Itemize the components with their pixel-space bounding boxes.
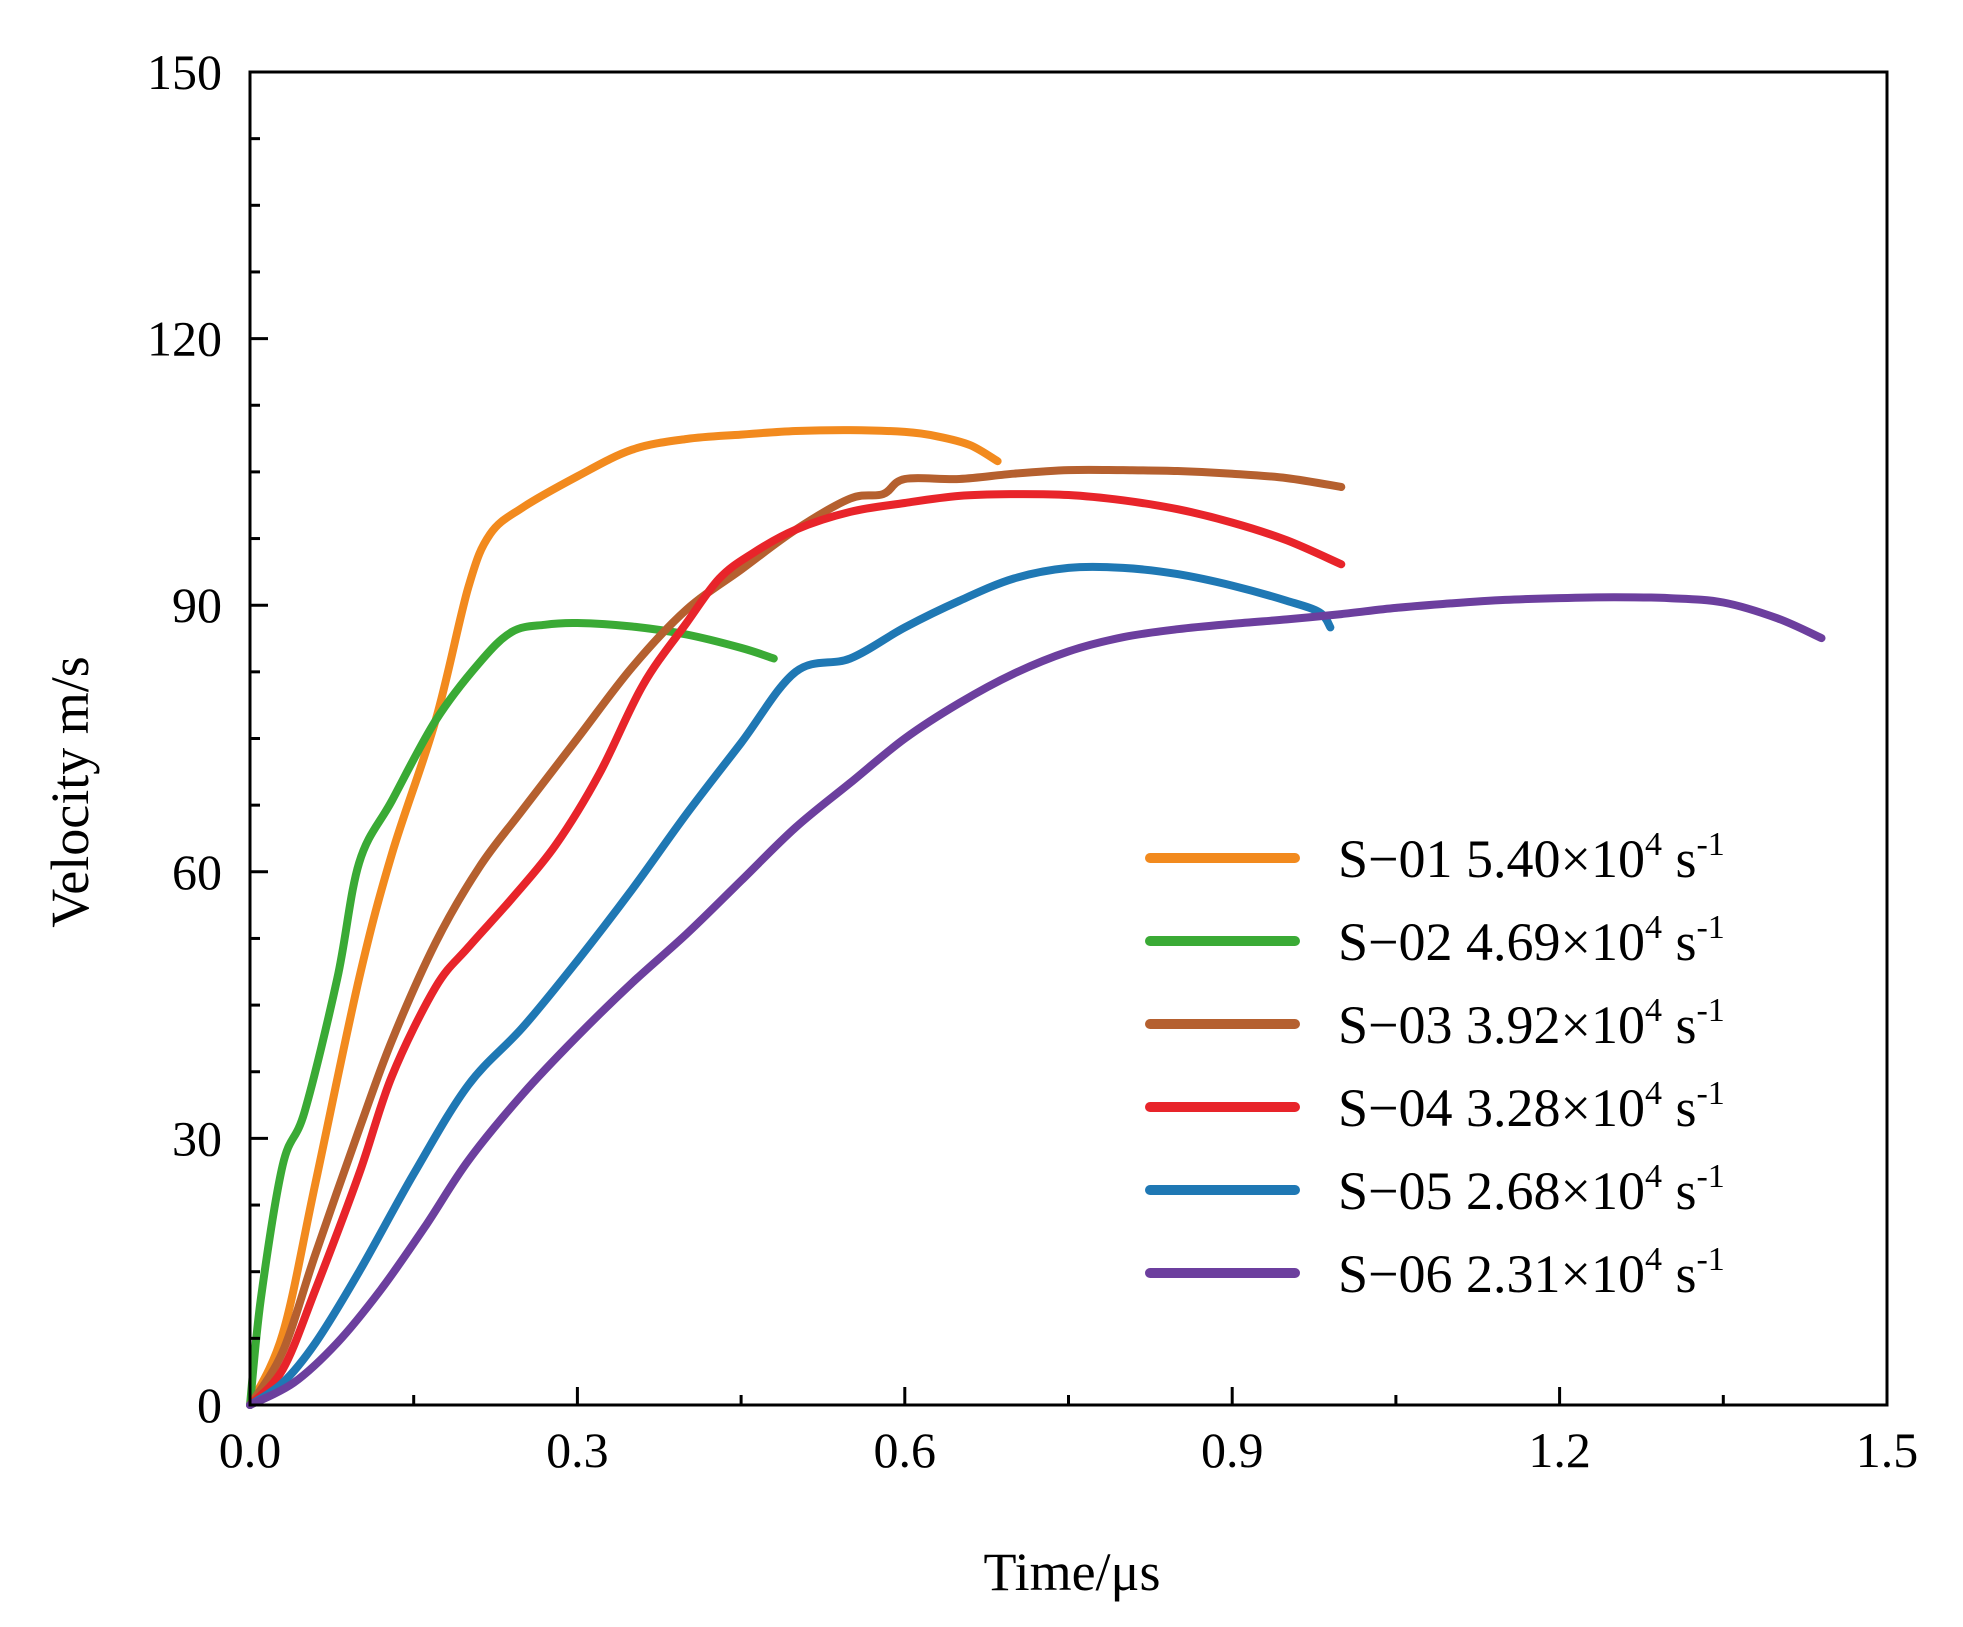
legend-item-3: S−03 3.92×104 s-1 — [1145, 992, 1725, 1055]
x-tick-label: 0.6 — [874, 1422, 937, 1478]
legend-label: S−02 4.69×104 s-1 — [1338, 909, 1725, 972]
x-tick-labels: 0.0 0.3 0.6 0.9 1.2 1.5 — [219, 1422, 1919, 1478]
x-tick-label: 1.5 — [1856, 1422, 1919, 1478]
y-tick-label: 30 — [172, 1110, 222, 1166]
legend-label: S−05 2.68×104 s-1 — [1338, 1158, 1725, 1221]
y-tick-label: 60 — [172, 844, 222, 900]
plot-lines — [246, 426, 1826, 1409]
legend-label: S−03 3.92×104 s-1 — [1338, 992, 1725, 1055]
legend-item-1: S−01 5.40×104 s-1 — [1145, 826, 1725, 889]
series-line-2 — [246, 618, 778, 1409]
series-line-6 — [246, 593, 1826, 1409]
legend: S−01 5.40×104 s-1 S−02 4.69×104 s-1 S−03 3… — [1145, 826, 1725, 1304]
legend-item-2: S−02 4.69×104 s-1 — [1145, 909, 1725, 972]
series-line-1 — [246, 426, 1002, 1409]
x-axis-title: Time/μs — [983, 1542, 1160, 1602]
legend-item-6: S−06 2.31×104 s-1 — [1145, 1241, 1725, 1304]
series-line-5 — [246, 562, 1335, 1409]
legend-item-5: S−05 2.68×104 s-1 — [1145, 1158, 1725, 1221]
x-tick-label: 0.0 — [219, 1422, 282, 1478]
y-tick-labels: 0 30 60 90 120 150 — [147, 44, 222, 1433]
x-tick-label: 0.3 — [546, 1422, 609, 1478]
series-line-4 — [246, 490, 1346, 1409]
legend-label: S−06 2.31×104 s-1 — [1338, 1241, 1725, 1304]
y-tick-label: 0 — [197, 1377, 222, 1433]
y-tick-label: 120 — [147, 311, 222, 367]
legend-label: S−01 5.40×104 s-1 — [1338, 826, 1725, 889]
y-tick-label: 90 — [172, 577, 222, 633]
y-tick-label: 150 — [147, 44, 222, 100]
legend-item-4: S−04 3.28×104 s-1 — [1145, 1075, 1725, 1138]
y-axis-title: Velocity m/s — [40, 656, 100, 927]
x-tick-label: 1.2 — [1528, 1422, 1591, 1478]
axis-ticks — [248, 70, 1889, 1407]
x-tick-label: 0.9 — [1201, 1422, 1264, 1478]
legend-label: S−04 3.28×104 s-1 — [1338, 1075, 1725, 1138]
